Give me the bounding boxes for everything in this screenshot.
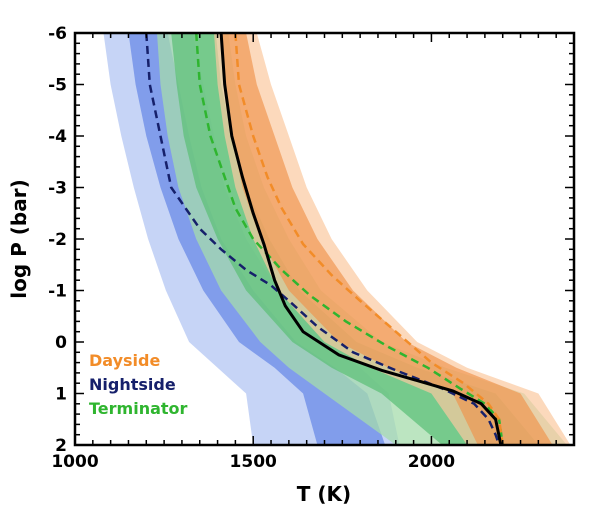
y-axis-tick-labels: -6 -5 -4 -3 -2 -1 0 1 2	[48, 24, 67, 456]
x-tick-label: 1500	[230, 452, 277, 472]
x-axis-label: T (K)	[297, 482, 351, 506]
legend: Dayside Nightside Terminator	[89, 351, 188, 418]
y-tick-label: -6	[48, 24, 67, 44]
legend-entry-nightside: Nightside	[89, 375, 176, 394]
legend-entry-dayside: Dayside	[89, 351, 160, 370]
x-axis-tick-labels: 1000 1500 2000	[51, 452, 455, 472]
y-tick-label: -1	[48, 282, 67, 302]
y-tick-label: -5	[48, 76, 67, 96]
y-axis-label: log P (bar)	[7, 179, 31, 298]
y-tick-label: -3	[48, 179, 67, 199]
terminator-profile-line	[194, 33, 504, 445]
y-tick-label: -4	[48, 127, 67, 147]
y-tick-label: 0	[55, 333, 67, 353]
axis-ticks	[74, 32, 575, 446]
y-tick-label: 1	[55, 385, 67, 405]
legend-entry-terminator: Terminator	[89, 399, 188, 418]
x-tick-label: 2000	[408, 452, 455, 472]
x-tick-label: 1000	[51, 452, 98, 472]
reference-profile-line	[219, 33, 503, 445]
dayside-inner-band	[221, 33, 553, 445]
nightside-profile-line	[145, 33, 501, 445]
profile-lines	[145, 33, 504, 445]
y-tick-label: 2	[55, 436, 67, 456]
y-tick-label: -2	[48, 230, 67, 250]
